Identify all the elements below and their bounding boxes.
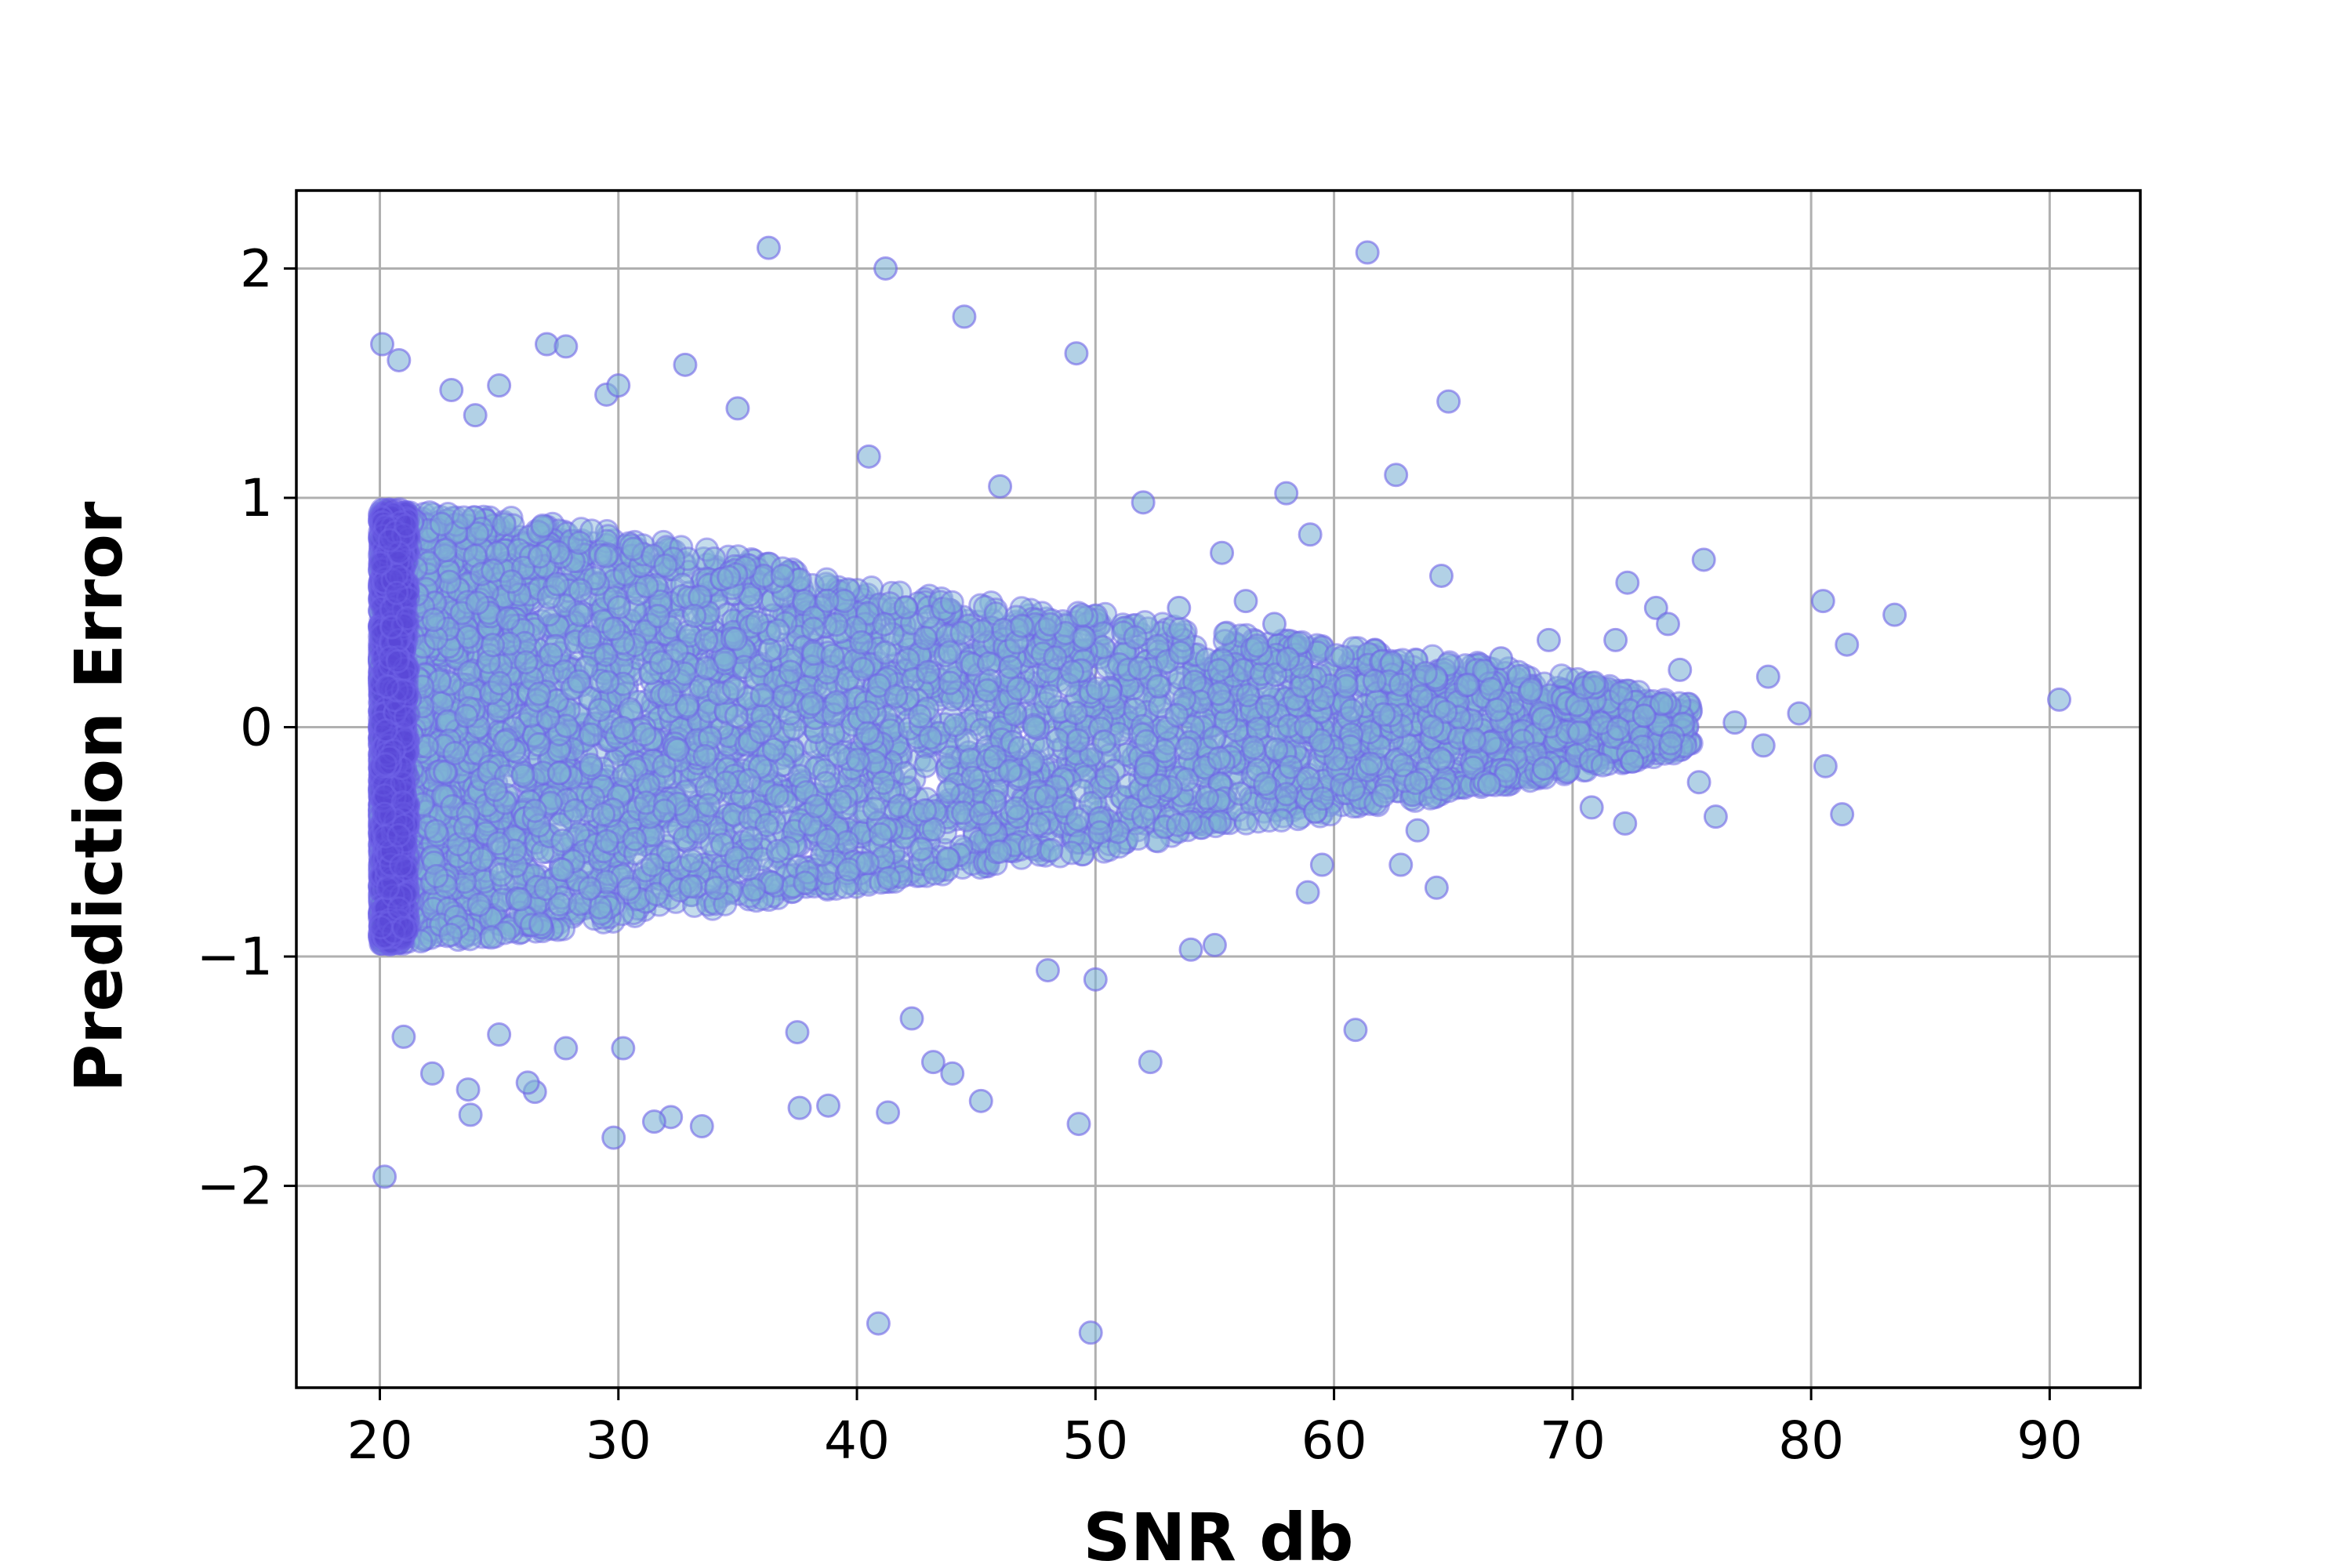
scatter-point	[579, 722, 604, 747]
scatter-point	[938, 745, 963, 770]
scatter-point	[815, 567, 840, 592]
scatter-points	[367, 235, 2072, 1345]
scatter-point	[913, 753, 938, 779]
scatter-point	[492, 512, 517, 537]
scatter-point	[1549, 663, 1574, 688]
